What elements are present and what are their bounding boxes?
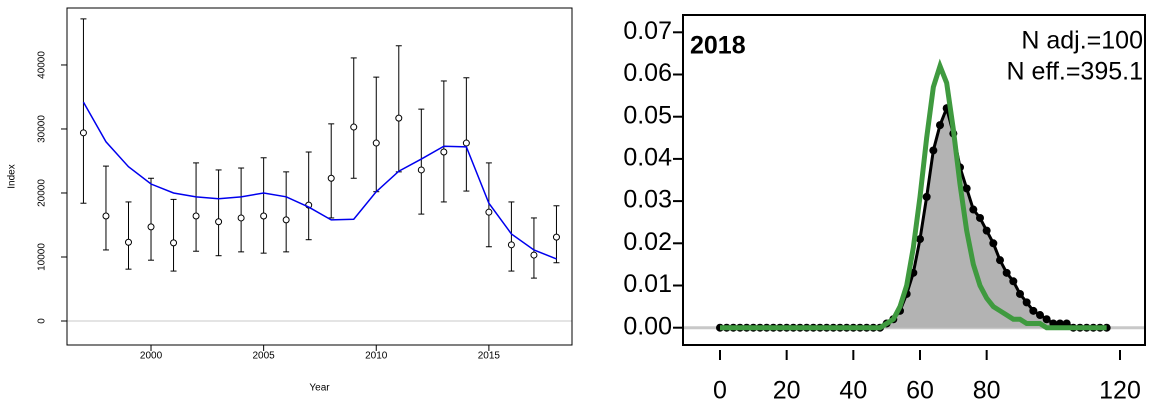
point: [922, 192, 931, 201]
x-tick-label: 2005: [253, 351, 276, 362]
point: [982, 226, 991, 235]
y-tick-label: 0.07: [623, 17, 672, 45]
y-tick-label: 0.02: [623, 228, 672, 256]
y-tick-label: 0.00: [623, 312, 672, 340]
x-tick-label: 80: [973, 377, 1001, 405]
y-tick-label: 0.05: [623, 101, 672, 129]
point: [192, 212, 200, 220]
y-tick-label: 0.04: [623, 144, 672, 172]
point: [372, 139, 380, 147]
panel-label: 2018: [690, 32, 746, 60]
y-tick-label: 0.01: [623, 270, 672, 298]
x-tick-label: 120: [1099, 377, 1141, 405]
x-tick-label: 20: [773, 377, 801, 405]
x-tick-label: 2015: [478, 351, 501, 362]
y-tick-label: 0.03: [623, 186, 672, 214]
point: [969, 205, 978, 214]
y-tick-label: 0: [37, 318, 48, 324]
point: [936, 121, 944, 130]
y-tick-label: 20000: [37, 179, 48, 207]
point: [507, 241, 515, 249]
x-tick-label: 60: [906, 377, 934, 405]
plot-frame: [682, 14, 1146, 346]
x-axis-label: Year: [309, 383, 330, 394]
point: [1029, 306, 1038, 315]
point: [1036, 311, 1044, 320]
point: [1042, 315, 1051, 324]
y-tick-label: 10000: [37, 243, 48, 271]
chart: 2000 2005 2010 2015 0 10000 20000 30000 40000 Yea…: [7, 7, 573, 394]
point: [552, 233, 560, 241]
x-tick-label: 40: [839, 377, 867, 405]
point: [1002, 268, 1011, 277]
point: [260, 212, 268, 220]
point: [327, 174, 335, 182]
y-tick-label: 40000: [37, 51, 48, 79]
point: [440, 148, 448, 156]
point: [462, 139, 470, 147]
point: [350, 123, 358, 131]
point: [147, 223, 155, 231]
x-tick-label: 0: [713, 377, 727, 405]
y-axis-label: Index: [7, 164, 18, 188]
x-tick-label: 2000: [140, 351, 163, 362]
point: [1009, 277, 1018, 286]
point: [929, 146, 938, 155]
point: [1016, 289, 1024, 298]
point: [916, 235, 924, 244]
point: [530, 251, 538, 259]
point: [417, 166, 425, 174]
plot-frame: [66, 7, 573, 346]
x-tick-label: 2010: [365, 351, 388, 362]
point: [485, 208, 493, 216]
annotation: N adj.=100: [1021, 27, 1143, 55]
point: [996, 256, 1004, 265]
expected-line: [720, 58, 1107, 331]
point: [282, 216, 290, 224]
y-tick-label: 30000: [37, 115, 48, 143]
point: [1022, 298, 1031, 307]
point: [170, 239, 178, 247]
point: [79, 129, 87, 137]
point: [962, 184, 971, 193]
y-tick-label: 0.06: [623, 59, 672, 87]
point: [124, 238, 132, 246]
point: [237, 214, 245, 222]
point: [976, 213, 984, 222]
point: [102, 212, 110, 220]
fit-line: [82, 101, 557, 260]
area: [720, 108, 1107, 328]
chart: 0 20 40 60 80 120 0.00 0.01 0.02 0.03 0.04 0.05 0.06…: [623, 14, 1146, 405]
point: [989, 239, 998, 248]
point: [215, 218, 223, 226]
annotation: N eff.=395.1: [1007, 58, 1143, 86]
point: [395, 114, 403, 122]
